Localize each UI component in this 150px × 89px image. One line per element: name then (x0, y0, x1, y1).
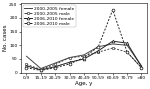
X-axis label: Age, y: Age, y (75, 81, 93, 86)
Legend: 2000-2005 female, 2000-2005 male, 2006-2010 female, 2006-2010 male: 2000-2005 female, 2000-2005 male, 2006-2… (23, 5, 76, 27)
Y-axis label: No. cases: No. cases (3, 25, 8, 51)
